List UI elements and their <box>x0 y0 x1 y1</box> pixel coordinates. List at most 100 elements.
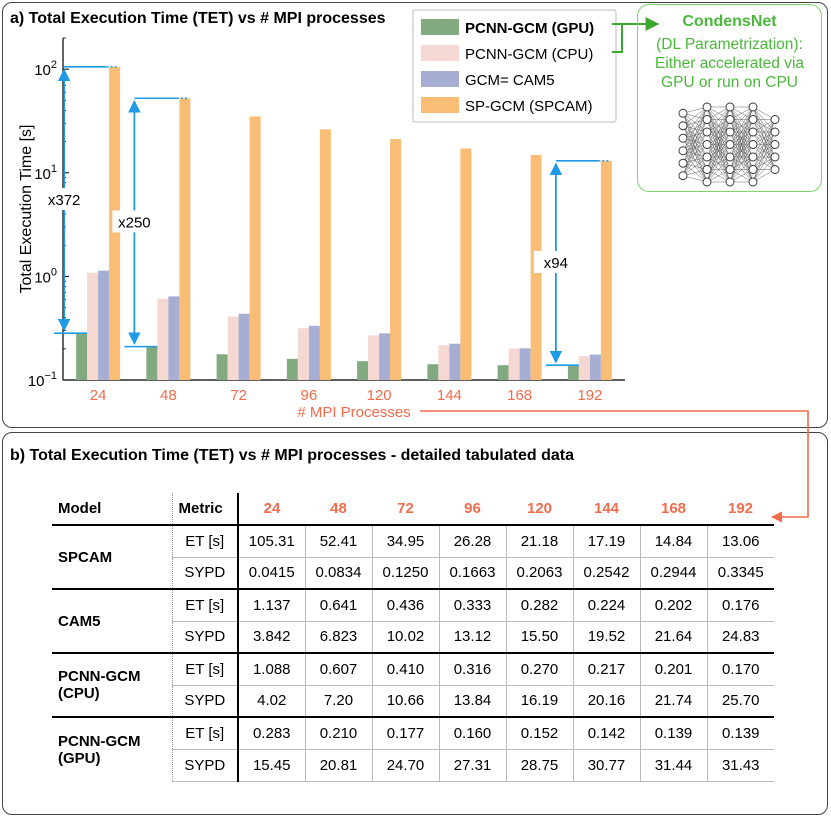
nn-node <box>678 133 688 143</box>
table-value-cell: 13.06 <box>706 525 774 558</box>
bar-cpu <box>297 328 309 380</box>
legend-swatch <box>421 97 459 113</box>
nn-edge <box>682 144 708 176</box>
bar-cam5 <box>168 296 180 380</box>
nn-node <box>678 171 688 181</box>
nn-node <box>770 165 780 174</box>
nn-node <box>748 127 758 137</box>
nn-edge <box>752 156 776 183</box>
nn-edge <box>706 131 731 183</box>
table-value-cell: 0.210 <box>304 717 372 750</box>
table-value-cell: 0.0834 <box>304 557 372 590</box>
nn-node <box>725 152 735 162</box>
bar-gpu <box>146 346 158 380</box>
bar-cam5 <box>238 313 250 380</box>
table-value-cell: 27.31 <box>438 749 506 782</box>
table-value-cell: 10.02 <box>371 621 439 654</box>
table-value-cell: 30.77 <box>572 749 640 782</box>
nn-node <box>702 102 712 112</box>
x-axis-label: # MPI Processes <box>297 404 410 421</box>
table-value-cell: 0.2063 <box>505 557 573 590</box>
table-model-cell: CAM5 <box>52 589 172 654</box>
nn-node <box>725 177 735 187</box>
bar-cam5 <box>98 270 110 380</box>
x-tick-label: 120 <box>367 387 392 404</box>
bar-spcam <box>460 148 472 380</box>
nn-node <box>725 140 735 149</box>
table-metric-cell: SYPD <box>171 621 238 654</box>
bar-cam5 <box>449 343 461 380</box>
bar-spcam <box>179 98 191 380</box>
nn-edge <box>752 119 776 145</box>
table-metric-cell: ET [s] <box>171 653 238 686</box>
nn-edge <box>752 119 776 170</box>
legend-swatch <box>421 45 459 61</box>
nn-node <box>748 140 758 149</box>
nn-node <box>702 165 712 174</box>
neural-network-icon <box>678 102 780 187</box>
table-row: PCNN-GCM (GPU) ET [s] 0.283 0.210 0.177 0.160… <box>52 717 774 767</box>
condensnet-desc-line: GPU or run on CPU <box>661 74 798 91</box>
bar-gpu <box>76 333 88 380</box>
table-value-cell: 0.3345 <box>706 557 774 590</box>
nn-node <box>770 152 780 162</box>
legend-label: PCNN-GCM (GPU) <box>465 20 594 37</box>
panel-a-title: a) Total Execution Time (TET) vs # MPI p… <box>10 10 386 27</box>
table-value-cell: 21.18 <box>505 525 573 558</box>
x-tick-label: 168 <box>507 387 532 404</box>
y-tick-exponent: −1 <box>44 370 57 382</box>
nn-node <box>702 127 712 137</box>
bar-spcam <box>600 160 612 380</box>
legend-label: GCM= CAM5 <box>465 72 555 89</box>
nn-node <box>678 108 688 118</box>
table-value-cell: 20.16 <box>572 685 640 718</box>
table-row: SYPD 0.0415 0.0834 0.1250 0.1663 0.2063 0.2542… <box>52 557 774 590</box>
table-metric-cell: SYPD <box>171 685 238 718</box>
nn-edge <box>729 106 754 145</box>
table-value-cell: 0.176 <box>706 589 774 622</box>
nn-edge <box>752 144 776 183</box>
x-tick-label: 144 <box>437 387 462 404</box>
legend-swatch <box>421 19 459 35</box>
bar-spcam <box>319 129 331 380</box>
nn-node <box>678 121 688 131</box>
table-value-cell: 105.31 <box>237 525 305 558</box>
nn-edge <box>682 106 708 139</box>
table-value-cell: 0.316 <box>438 653 506 686</box>
speedup-label-bg <box>533 250 578 273</box>
condensnet-desc-line: Either accelerated via <box>654 55 805 72</box>
y-tick-label: 100 <box>34 266 57 286</box>
panel-b-title: b) Total Execution Time (TET) vs # MPI p… <box>10 447 574 464</box>
table-value-cell: 0.139 <box>706 717 774 750</box>
table-value-cell: 10.66 <box>371 685 439 718</box>
y-tick-exponent: 0 <box>51 266 57 278</box>
table-value-cell: 28.75 <box>505 749 573 782</box>
y-tick-label: 10−1 <box>28 370 57 390</box>
bar-cpu <box>438 345 450 380</box>
bar-cpu <box>578 356 590 380</box>
x-tick-label: 48 <box>160 387 177 404</box>
condensnet-desc-line: (DL Parametrization): <box>656 36 803 53</box>
bar-cpu <box>157 298 169 380</box>
nn-node <box>770 140 780 149</box>
table-value-cell: 24.83 <box>706 621 774 654</box>
table-row: PCNN-GCM (CPU) ET [s] 1.088 0.607 0.410 0.316… <box>52 653 774 718</box>
table-value-cell: 19.52 <box>572 621 640 654</box>
table-value-cell: 1.088 <box>237 653 305 686</box>
nn-edge <box>729 106 754 158</box>
nn-node <box>748 115 758 124</box>
nn-edge <box>682 119 708 176</box>
table-value-cell: 31.43 <box>706 749 774 782</box>
table-header-proc: 168 <box>660 500 687 517</box>
nn-edge <box>682 131 708 176</box>
table-value-cell: 0.1663 <box>438 557 506 590</box>
y-tick-base: 10 <box>34 62 51 79</box>
table-value-cell: 25.70 <box>706 685 774 718</box>
speedup-label: x372 <box>48 192 81 209</box>
table-value-cell: 3.842 <box>237 621 305 654</box>
nn-edge <box>706 106 731 133</box>
table-value-cell: 34.95 <box>371 525 439 558</box>
table-row: SYPD 15.45 20.81 24.70 27.31 28.75 30.77 31.44 3… <box>52 749 774 782</box>
table-model-cell: PCNN-GCM (GPU) <box>58 732 141 767</box>
